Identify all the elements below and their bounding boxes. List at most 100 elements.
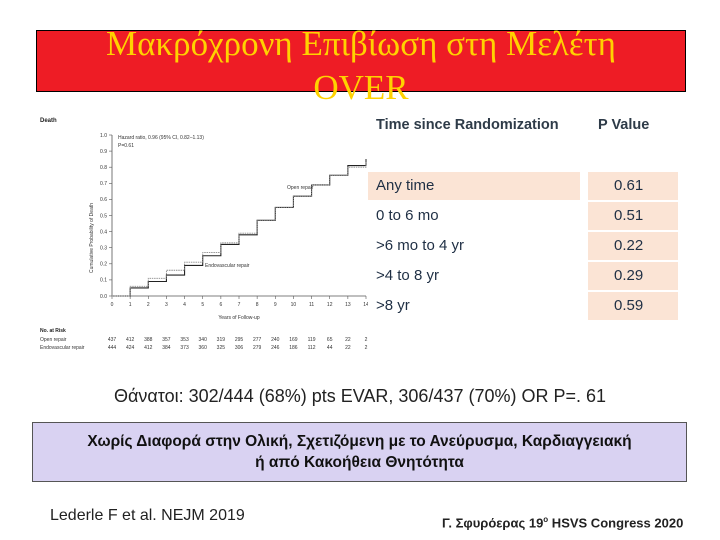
- risk-value: 295: [235, 337, 244, 343]
- slide-title: Μακρόχρονη Επιβίωση στη Μελέτη OVER: [106, 24, 616, 107]
- x-tick-label: 9: [274, 302, 277, 308]
- time-header: Time since Randomization: [376, 117, 559, 133]
- risk-value: 319: [217, 337, 226, 343]
- p-value-row: >8 yr 0.59: [368, 292, 683, 322]
- p-value-row: >6 mo to 4 yr 0.22: [368, 232, 683, 262]
- conclusion-text: Χωρίς Διαφορά στην Ολική, Σχετιζόμενη με…: [87, 433, 632, 471]
- credit-author: Γ. Σφυρόερας 19: [442, 515, 544, 531]
- x-tick-label: 5: [201, 302, 204, 308]
- y-tick-label: 0.6: [100, 197, 107, 203]
- y-tick-label: 0.9: [100, 149, 107, 155]
- credit: Γ. Σφυρόερας 19ο HSVS Congress 2020: [442, 515, 683, 530]
- risk-value: 2: [365, 345, 368, 351]
- risk-value: 412: [126, 337, 135, 343]
- risk-value: 444: [108, 345, 117, 351]
- x-tick-label: 0: [111, 302, 114, 308]
- citation: Lederle F et al. NEJM 2019: [50, 507, 245, 524]
- y-tick-label: 0.1: [100, 278, 107, 284]
- series-line-endovascular-repair: [112, 160, 367, 297]
- series-label-open-repair: Open repair: [287, 185, 314, 191]
- p-value: 0.61: [614, 177, 644, 194]
- time-cell: >8 yr: [368, 292, 580, 320]
- y-tick-label: 0.5: [100, 213, 107, 219]
- x-tick-label: 3: [165, 302, 168, 308]
- title-banner: Μακρόχρονη Επιβίωση στη Μελέτη OVER: [36, 24, 686, 107]
- credit-event: HSVS Congress 2020: [548, 515, 684, 531]
- deaths-summary: Θάνατοι: 302/444 (68%) pts EVAR, 306/437…: [113, 386, 607, 406]
- risk-value: 360: [199, 345, 208, 351]
- risk-value: 119: [308, 337, 316, 343]
- p-value-row: Any time 0.61: [368, 172, 683, 202]
- risk-value: 240: [271, 337, 280, 343]
- risk-value: 373: [180, 345, 189, 351]
- p-value: 0.22: [614, 237, 644, 254]
- credit-ordinal: ο: [543, 515, 549, 524]
- series-line-open-repair: [112, 159, 367, 297]
- risk-value: 112: [308, 345, 316, 351]
- risk-value: 384: [162, 345, 171, 351]
- p-value: 0.29: [614, 267, 644, 284]
- risk-value: 388: [144, 337, 153, 343]
- x-tick-label: 12: [327, 302, 333, 308]
- p-value: 0.51: [614, 207, 644, 224]
- x-tick-label: 1: [129, 302, 132, 308]
- risk-value: 424: [126, 345, 135, 351]
- risk-value: 2: [365, 337, 368, 343]
- y-tick-label: 0.7: [100, 181, 107, 187]
- risk-value: 22: [345, 345, 351, 351]
- risk-row-label-endovascular: Endovascular repair: [40, 345, 85, 351]
- risk-value: 353: [180, 337, 189, 343]
- time-label: 0 to 6 mo: [376, 207, 439, 224]
- risk-value: 169: [289, 337, 298, 343]
- x-tick-label: 2: [147, 302, 150, 308]
- p-cell: 0.59: [588, 292, 678, 320]
- x-tick-label: 11: [309, 302, 314, 308]
- risk-value: 277: [253, 337, 262, 343]
- x-tick-label: 7: [238, 302, 241, 308]
- risk-value: 22: [345, 337, 351, 343]
- y-tick-label: 0.8: [100, 165, 107, 171]
- risk-value: 246: [271, 345, 280, 351]
- time-label: Any time: [376, 177, 435, 194]
- x-axis-label: Years of Follow-up: [218, 315, 259, 321]
- hazard-ratio-annotation: Hazard ratio, 0.96 (95% CI, 0.82–1.13): [118, 135, 204, 141]
- series-lines: [112, 159, 367, 297]
- risk-value: 44: [327, 345, 333, 351]
- p-value-row: 0 to 6 mo 0.51: [368, 202, 683, 232]
- y-tick-label: 0.3: [100, 246, 107, 252]
- risk-value: 340: [199, 337, 208, 343]
- risk-row-label-open: Open repair: [40, 337, 67, 343]
- p-value: 0.59: [614, 297, 644, 314]
- p-value-header: P Value: [598, 117, 650, 133]
- p-cell: 0.29: [588, 262, 678, 290]
- time-label: >4 to 8 yr: [376, 267, 439, 284]
- p-cell: 0.61: [588, 172, 678, 200]
- x-tick-label: 6: [219, 302, 222, 308]
- conclusion-box: Χωρίς Διαφορά στην Ολική, Σχετιζόμενη με…: [32, 422, 687, 482]
- risk-value: 186: [289, 345, 298, 351]
- time-label: >6 mo to 4 yr: [376, 237, 464, 254]
- y-axis-label: Cumulative Probability of Death: [89, 203, 95, 273]
- time-label: >8 yr: [376, 297, 410, 314]
- x-tick-label: 4: [183, 302, 186, 308]
- x-tick-label: 8: [256, 302, 259, 308]
- y-tick-label: 0.0: [100, 294, 107, 300]
- y-tick-label: 0.4: [100, 229, 107, 235]
- y-tick-label: 1.0: [100, 133, 107, 139]
- x-tick-label: 10: [291, 302, 297, 308]
- risk-value: 306: [235, 345, 244, 351]
- p-cell: 0.22: [588, 232, 678, 260]
- series-label-endovascular-repair: Endovascular repair: [205, 263, 250, 269]
- x-tick-label: 14: [363, 302, 369, 308]
- risk-values: 437 412 388 357 353 340 319 295 277 240 169 119 65 22…: [108, 337, 368, 351]
- chart-title: Death: [40, 118, 57, 124]
- x-tick-label: 13: [345, 302, 351, 308]
- time-cell: >4 to 8 yr: [368, 262, 580, 290]
- time-cell: Any time: [368, 172, 580, 200]
- axis-ticks: 0.00.10.20.30.40.50.60.70.80.91.00 1 2 3 4 5 6…: [100, 133, 369, 308]
- risk-table-heading: No. at Risk: [40, 328, 66, 334]
- time-cell: 0 to 6 mo: [368, 202, 580, 230]
- p-cell: 0.51: [588, 202, 678, 230]
- risk-value: 65: [327, 337, 333, 343]
- y-tick-label: 0.2: [100, 262, 107, 268]
